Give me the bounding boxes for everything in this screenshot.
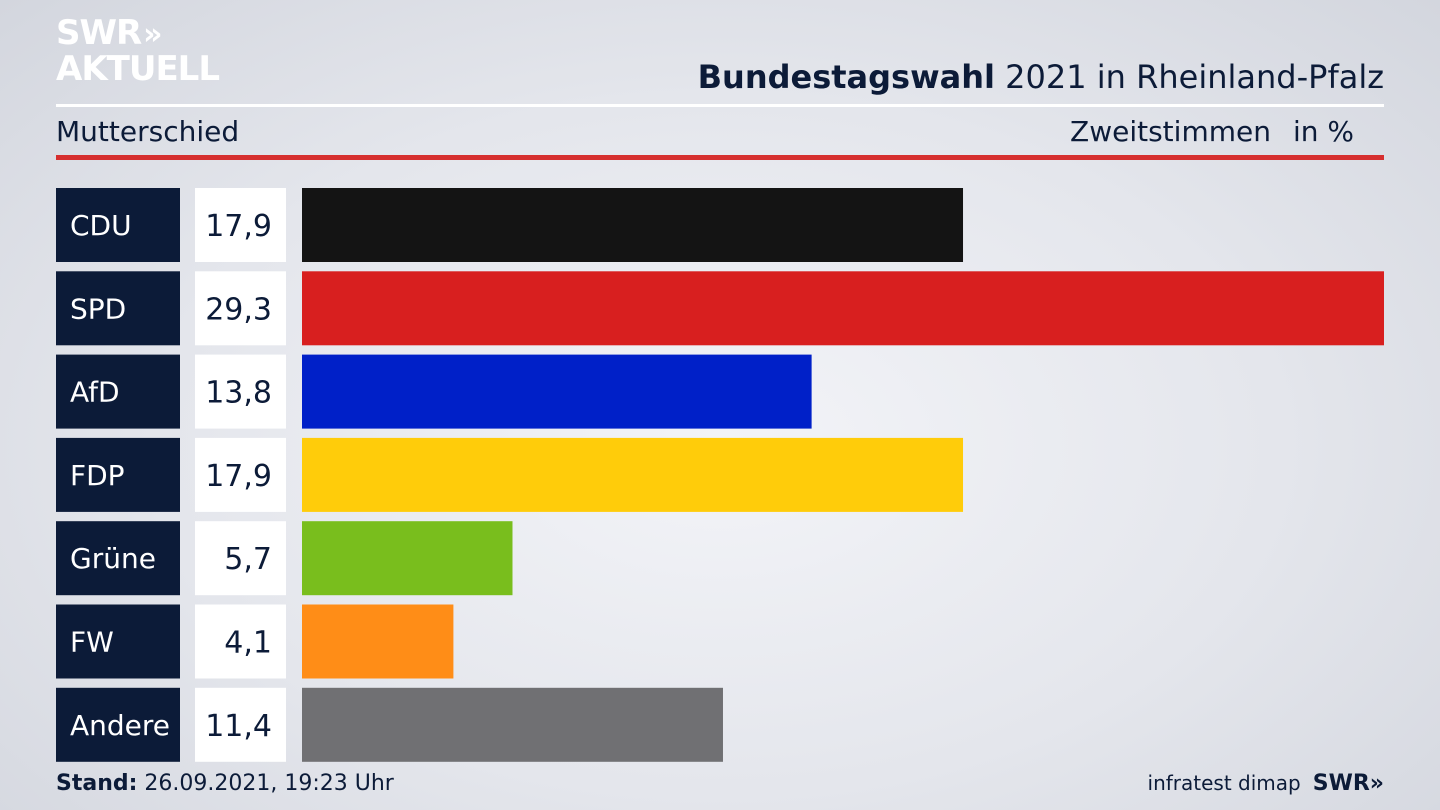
party-label-box-fw xyxy=(56,604,180,679)
timestamp: Stand: 26.09.2021, 19:23 Uhr xyxy=(56,771,394,796)
unit-label: in % xyxy=(1292,115,1354,148)
value-box-fw xyxy=(195,604,286,679)
page-title: Bundestagswahl 2021 in Rheinland-Pfalz xyxy=(698,58,1384,96)
data-label-andere: 11,4 xyxy=(205,709,272,744)
value-box-gr-ne xyxy=(195,521,286,596)
value-box-fdp xyxy=(195,437,286,512)
header-divider xyxy=(56,104,1384,107)
swr-brand-logo: SWR» xyxy=(1312,771,1384,796)
data-label-fdp: 17,9 xyxy=(205,459,272,494)
party-label-box-gr-ne xyxy=(56,521,180,596)
party-label-box-cdu xyxy=(56,188,180,262)
bar-cdu xyxy=(302,188,964,262)
data-label-cdu: 17,9 xyxy=(205,209,272,244)
category-label-andere: Andere xyxy=(70,709,170,742)
category-label-cdu: CDU xyxy=(70,209,132,242)
data-label-gr-ne: 5,7 xyxy=(224,542,272,577)
bar-gr-ne xyxy=(302,521,513,596)
value-box-cdu xyxy=(195,188,286,262)
title-bold: Bundestagswahl xyxy=(697,58,995,96)
bar-fw xyxy=(302,604,454,679)
constituency-name: Mutterschied xyxy=(56,115,240,148)
category-label-afd: AfD xyxy=(70,376,120,409)
data-label-spd: 29,3 xyxy=(205,292,272,327)
value-box-spd xyxy=(195,271,286,346)
category-label-fw: FW xyxy=(70,626,114,659)
party-label-box-andere xyxy=(56,687,180,762)
data-label-fw: 4,1 xyxy=(224,626,272,661)
category-label-gr-ne: Grüne xyxy=(70,542,156,575)
data-label-afd: 13,8 xyxy=(205,376,272,411)
value-box-afd xyxy=(195,354,286,429)
party-label-box-fdp xyxy=(56,437,180,512)
source-credit: infratest dimap SWR» xyxy=(1147,771,1384,796)
category-label-fdp: FDP xyxy=(70,459,125,492)
bar-fdp xyxy=(302,437,964,512)
bar-spd xyxy=(302,271,1384,346)
category-label-spd: SPD xyxy=(70,292,126,325)
accent-divider xyxy=(56,155,1384,160)
metric-label: Zweitstimmen in % xyxy=(1070,115,1354,148)
value-box-andere xyxy=(195,687,286,762)
party-label-box-spd xyxy=(56,271,180,346)
bar-afd xyxy=(302,354,812,429)
title-rest: 2021 in Rheinland-Pfalz xyxy=(995,58,1384,96)
bar-andere xyxy=(302,687,723,762)
swr-aktuell-logo: SWR» AKTUELL xyxy=(56,13,220,89)
party-label-box-afd xyxy=(56,354,180,429)
